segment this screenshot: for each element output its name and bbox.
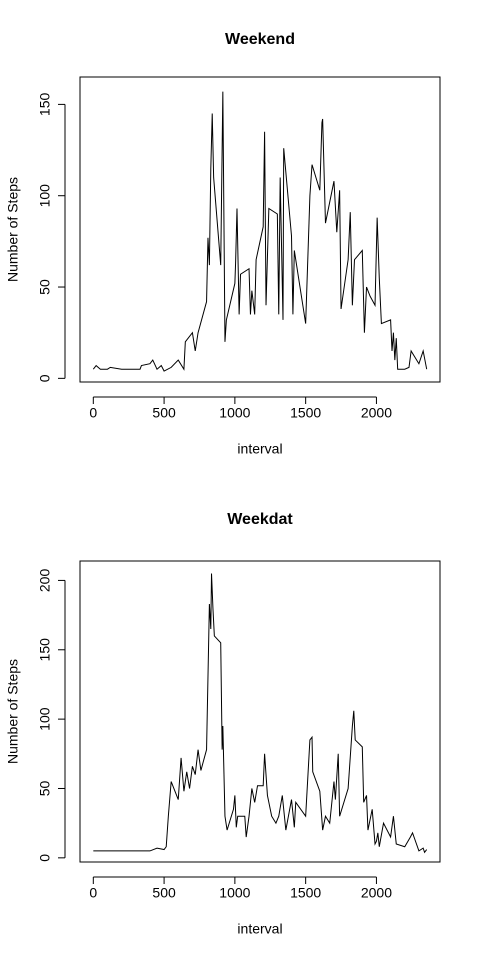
x-axis-label: interval xyxy=(237,441,282,457)
x-tick-label: 1000 xyxy=(219,405,250,421)
x-tick-label: 0 xyxy=(89,885,97,901)
y-tick-label: 0 xyxy=(37,374,53,382)
x-tick-label: 2000 xyxy=(361,405,392,421)
data-line xyxy=(93,573,428,854)
x-tick-label: 500 xyxy=(152,885,176,901)
y-tick-label: 0 xyxy=(37,854,53,862)
x-tick-label: 2000 xyxy=(361,885,392,901)
y-axis-label: Number of Steps xyxy=(5,177,21,282)
x-tick-label: 500 xyxy=(152,405,176,421)
x-tick-label: 0 xyxy=(89,405,97,421)
x-axis-label: interval xyxy=(237,921,282,937)
y-tick-label: 50 xyxy=(37,780,53,796)
y-tick-label: 150 xyxy=(37,93,53,117)
y-tick-label: 50 xyxy=(37,279,53,295)
chart-title: Weekdat xyxy=(227,511,293,528)
y-tick-label: 200 xyxy=(37,569,53,593)
x-tick-label: 1000 xyxy=(219,885,250,901)
x-tick-label: 1500 xyxy=(290,885,321,901)
x-tick-label: 1500 xyxy=(290,405,321,421)
plot-box xyxy=(79,76,441,383)
y-axis-label: Number of Steps xyxy=(5,659,21,764)
data-line xyxy=(92,91,428,372)
y-tick-label: 150 xyxy=(37,638,53,662)
y-tick-label: 100 xyxy=(37,184,53,208)
y-tick-label: 100 xyxy=(37,707,53,731)
chart-title: Weekend xyxy=(225,31,295,48)
plot-box xyxy=(79,560,441,863)
